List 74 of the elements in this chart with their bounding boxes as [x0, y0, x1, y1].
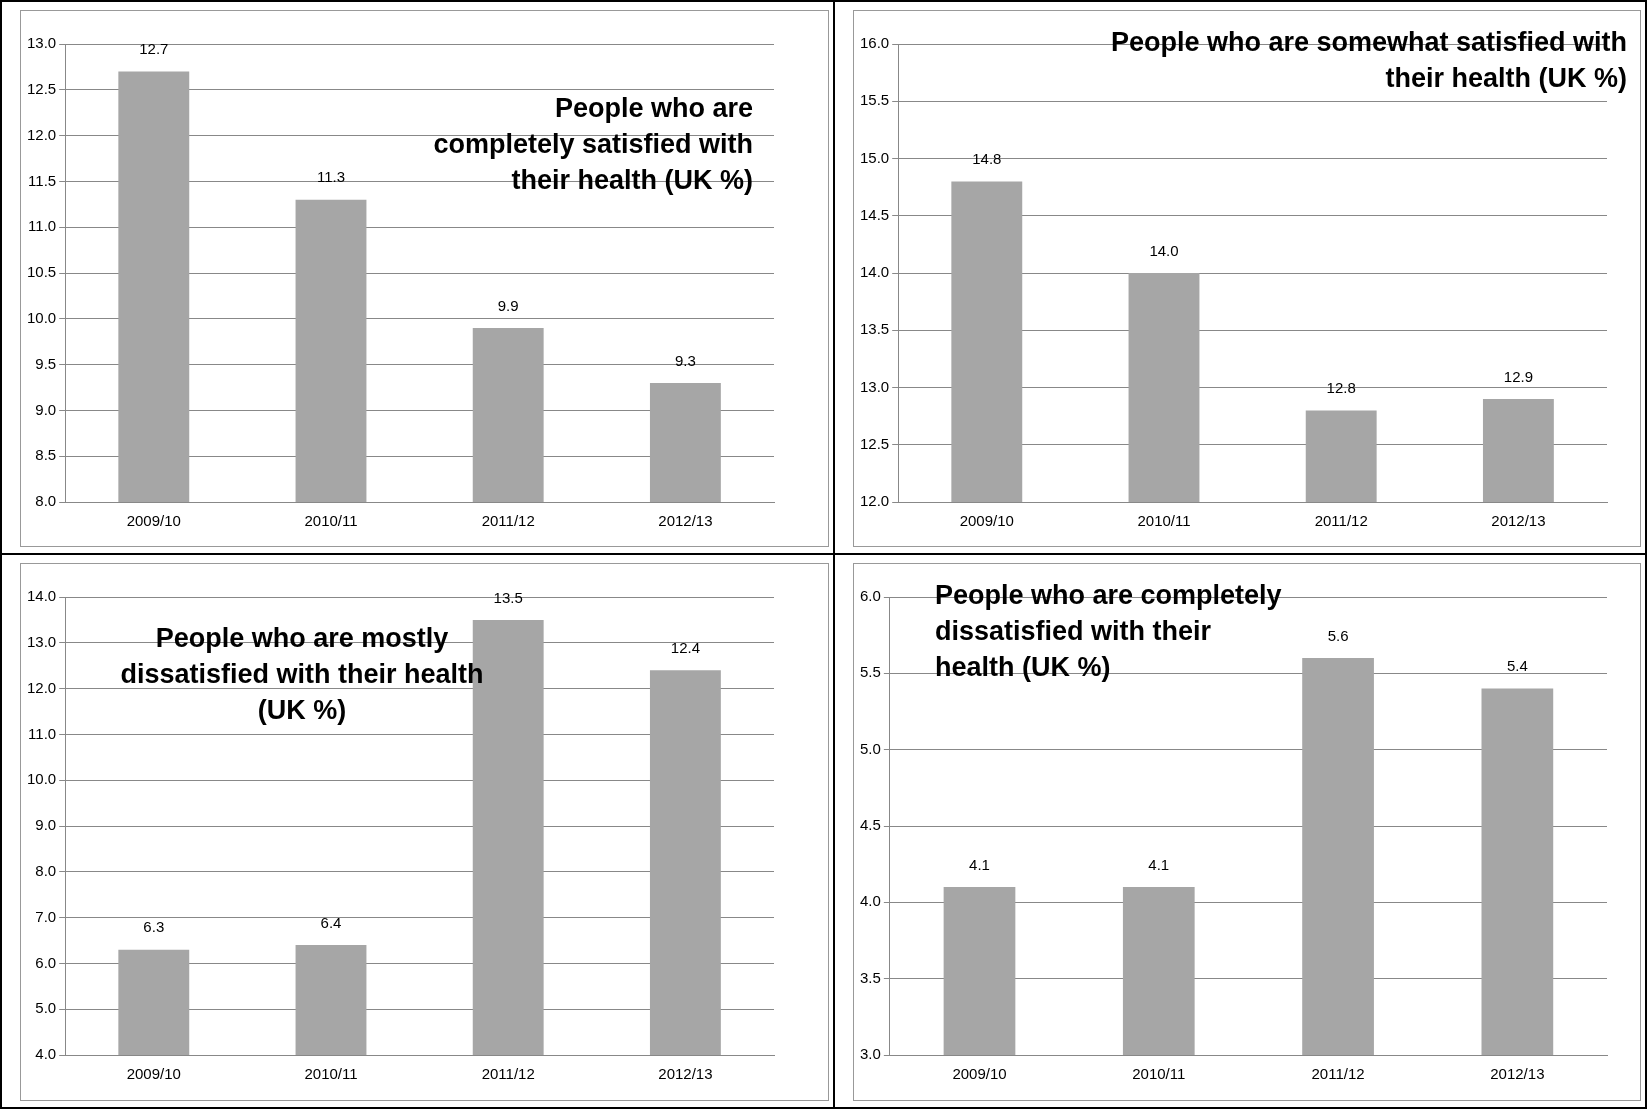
y-tick-label: 4.0: [35, 1045, 57, 1063]
data-label: 9.9: [497, 296, 519, 314]
y-tick-label: 9.5: [35, 354, 57, 372]
data-label: 11.3: [316, 168, 346, 186]
y-tick-label: 3.0: [859, 1045, 881, 1063]
y-tick-label: 12.0: [859, 492, 890, 510]
data-label: 13.5: [493, 588, 523, 606]
data-label: 14.8: [972, 150, 1002, 168]
x-tick-label: 2012/13: [658, 512, 713, 530]
y-tick-label: 11.0: [28, 724, 57, 742]
x-tick-label: 2011/12: [1311, 1065, 1365, 1083]
y-tick-label: 9.0: [35, 816, 57, 834]
text: People who are completely satisfied with their health (UK %): [432, 92, 753, 197]
y-tick-label: 13.0: [26, 632, 57, 650]
x-tick-label: 2011/12: [481, 1065, 535, 1083]
data-label: 12.8: [1326, 379, 1356, 397]
x-tick-label: 2011/12: [1314, 512, 1368, 530]
y-tick-label: 12.0: [26, 125, 57, 143]
y-tick-label: 6.0: [35, 953, 57, 971]
y-tick-label: 4.5: [859, 816, 881, 834]
data-label: 12.7: [139, 40, 169, 58]
data-label: 4.1: [969, 855, 990, 873]
y-tick-label: 3.5: [859, 968, 881, 986]
y-tick-label: 12.5: [859, 434, 890, 452]
data-label: 12.4: [670, 638, 700, 656]
data-label: 12.9: [1503, 367, 1533, 385]
y-tick-label: 13.0: [859, 377, 890, 395]
y-tick-label: 12.5: [26, 79, 57, 97]
text: People who are mostly dissatisfied with their health (UK %): [119, 622, 485, 727]
y-tick-label: 16.0: [859, 34, 890, 52]
y-tick-label: 13.0: [26, 34, 57, 52]
x-tick-label: 2009/10: [126, 1065, 181, 1083]
y-tick-label: 8.0: [35, 861, 57, 879]
chart-title: People who are somewhat satisfied with their health (UK %): [1109, 26, 1627, 95]
y-tick-label: 13.5: [859, 320, 890, 338]
x-tick-label: 2010/11: [304, 512, 358, 530]
x-tick-label: 2012/13: [658, 1065, 713, 1083]
x-tick-label: 2010/11: [1137, 512, 1191, 530]
y-tick-label: 11.0: [28, 217, 57, 235]
y-tick-label: 14.5: [859, 205, 890, 223]
x-tick-label: 2012/13: [1490, 1065, 1545, 1083]
data-label: 5.6: [1327, 626, 1349, 644]
x-tick-label: 2010/11: [1132, 1065, 1186, 1083]
y-tick-label: 7.0: [35, 907, 57, 925]
y-tick-label: 8.5: [35, 446, 57, 464]
data-label: 14.0: [1149, 241, 1179, 259]
y-tick-label: 15.5: [859, 91, 890, 109]
y-tick-label: 5.0: [35, 999, 57, 1017]
data-label: 9.3: [674, 351, 696, 369]
y-tick-label: 4.0: [859, 892, 881, 910]
text: People who are completely dissatisfied with their health (UK %): [935, 579, 1283, 684]
x-tick-label: 2012/13: [1491, 512, 1546, 530]
y-tick-label: 5.0: [859, 739, 881, 757]
y-tick-label: 10.0: [26, 770, 57, 788]
data-label: 5.4: [1506, 657, 1528, 675]
x-tick-label: 2011/12: [481, 512, 535, 530]
y-tick-label: 15.0: [859, 148, 890, 166]
y-tick-label: 12.0: [26, 678, 57, 696]
data-label: 4.1: [1148, 855, 1170, 873]
y-tick-label: 14.0: [859, 263, 890, 281]
data-label: 6.3: [143, 918, 165, 936]
x-tick-label: 2009/10: [126, 512, 181, 530]
y-tick-label: 10.5: [26, 263, 57, 281]
y-tick-label: 8.0: [35, 492, 57, 510]
y-tick-label: 14.0: [26, 587, 57, 605]
x-tick-label: 2010/11: [304, 1065, 358, 1083]
x-tick-label: 2009/10: [952, 1065, 1007, 1083]
x-tick-label: 2009/10: [959, 512, 1014, 530]
y-tick-label: 5.5: [859, 663, 881, 681]
y-tick-label: 11.5: [28, 171, 57, 189]
y-tick-label: 9.0: [35, 400, 57, 418]
y-tick-label: 6.0: [859, 587, 881, 605]
data-label: 6.4: [320, 913, 342, 931]
y-tick-label: 10.0: [26, 308, 57, 326]
